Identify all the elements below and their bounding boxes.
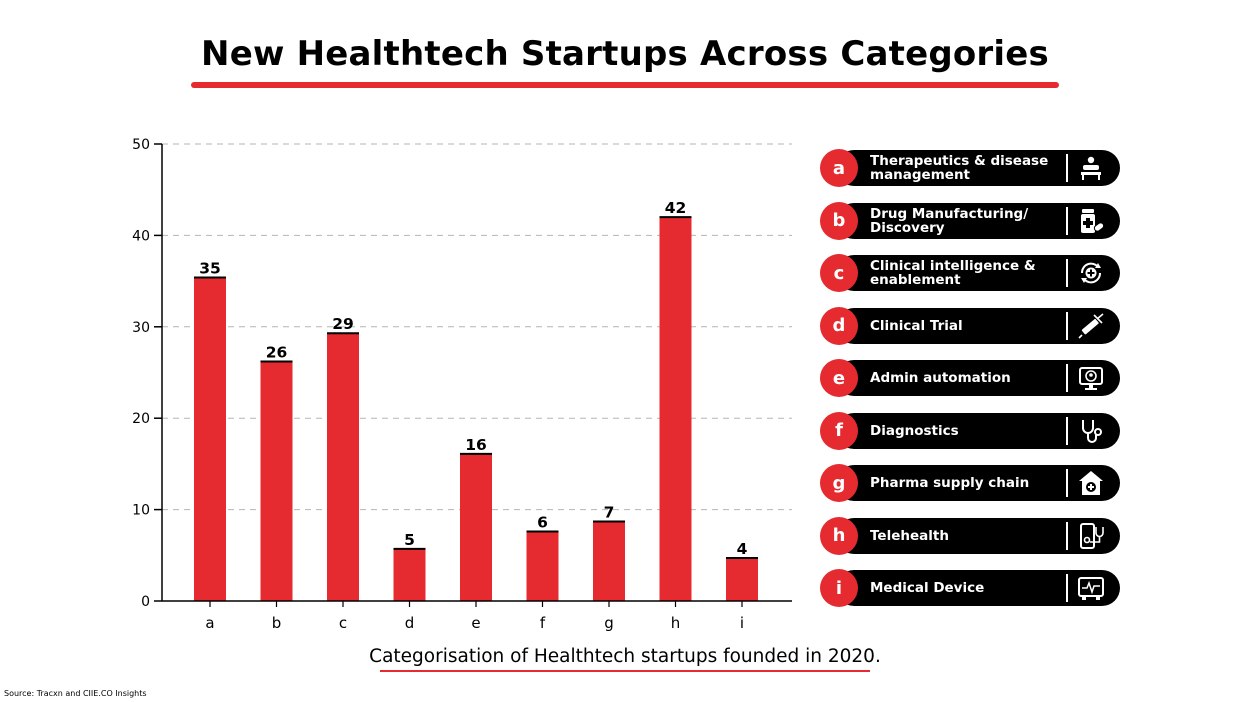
x-tick-label: h (671, 614, 681, 632)
bar-d (393, 548, 426, 601)
legend-separator (1066, 154, 1068, 182)
monitor-user-icon (1079, 367, 1103, 390)
source-note: Source: Tracxn and CIIE.CO Insights (4, 689, 147, 698)
legend-separator (1066, 469, 1068, 497)
x-tick-label: c (339, 614, 347, 632)
bar-chart: 35 26 29 5 16 6 7 42 4 0 10 20 30 40 50 a b c d e f g h i (132, 137, 792, 632)
legend-label: Clinical Trial (870, 317, 963, 334)
y-tick-label: 50 (132, 137, 150, 153)
legend-letter-badge: i (820, 569, 858, 607)
legend-item-d: d Clinical Trial (820, 306, 1120, 345)
legend-item-e: e Admin automation (820, 359, 1120, 397)
bar-value-label: 29 (332, 315, 354, 333)
legend-label: Clinical intelligence & enablement (870, 258, 1036, 288)
bar-value-label: 26 (266, 344, 288, 362)
y-tick-label: 10 (132, 503, 150, 519)
legend-item-c: c Clinical intelligence & enablement (820, 254, 1120, 292)
legend-letter-badge: h (820, 516, 858, 555)
legend-letter-badge: a (820, 149, 858, 187)
legend-label: Medical Device (870, 580, 985, 596)
legend-label: Pharma supply chain (870, 475, 1030, 491)
legend-item-h: h Telehealth (820, 516, 1120, 555)
legend-letter-badge: d (820, 306, 858, 345)
legend-separator (1066, 311, 1068, 340)
stethoscope-icon (1082, 419, 1102, 443)
legend-separator (1066, 574, 1068, 602)
bar-f (526, 531, 559, 601)
bar-g (593, 521, 625, 601)
legend-label: Telehealth (870, 527, 949, 544)
legend-letter-badge: f (820, 411, 858, 450)
legend-item-g: g Pharma supply chain (820, 464, 1120, 502)
legend-label: Drug Manufacturing/ Discovery (870, 205, 1029, 236)
legend-item-b: b Drug Manufacturing/ Discovery (820, 201, 1120, 240)
bar-i (726, 558, 758, 601)
bar-e (460, 453, 492, 601)
medical-cycle-icon (1080, 262, 1102, 284)
legend-label: Therapeutics & disease management (870, 153, 1049, 183)
x-tick-label: f (540, 614, 546, 632)
legend-separator (1066, 521, 1068, 550)
phone-stethoscope-icon (1080, 522, 1104, 549)
x-tick-label: b (272, 614, 282, 632)
title-underline (191, 82, 1059, 88)
bar-h (659, 217, 692, 601)
bar-value-label: 6 (537, 514, 548, 532)
legend-pill (836, 570, 1120, 606)
legend-separator (1066, 416, 1068, 445)
x-tick-label: g (604, 614, 614, 632)
y-tick-label: 0 (141, 594, 150, 610)
legend-pill (836, 202, 1120, 239)
bar-value-label: 5 (404, 531, 415, 549)
bar-value-label: 16 (465, 436, 487, 454)
y-tick-label: 30 (132, 320, 150, 336)
legend-pill (836, 150, 1120, 186)
legend-pill (836, 412, 1120, 449)
legend-letter-badge: c (820, 254, 858, 292)
legend-item-a: a Therapeutics & disease management (820, 149, 1120, 187)
legend-letter-badge: g (820, 464, 858, 502)
syringe-icon (1078, 312, 1104, 339)
x-tick-label: e (471, 614, 480, 632)
x-tick-label: i (740, 614, 744, 632)
legend-pill (836, 465, 1120, 501)
legend-letter-badge: e (820, 359, 858, 397)
legend-label: Diagnostics (870, 422, 959, 439)
bar-value-label: 4 (737, 540, 748, 558)
chart-caption: Categorisation of Healthtech startups fo… (369, 646, 881, 667)
legend-separator (1066, 259, 1068, 287)
caption-underline (380, 670, 870, 672)
legend-pill (836, 360, 1120, 396)
legend-item-i: i Medical Device (820, 569, 1120, 607)
legend-pill (836, 307, 1120, 344)
x-tick-label: a (205, 614, 214, 632)
legend-pill (836, 255, 1120, 291)
bar-c (327, 333, 359, 601)
ecg-monitor-icon (1078, 577, 1104, 600)
legend-letter-badge: b (820, 201, 858, 240)
legend-separator (1066, 364, 1068, 392)
legend-separator (1066, 206, 1068, 235)
pharmacy-house-icon (1079, 471, 1103, 495)
bar-a (194, 277, 226, 601)
y-tick-label: 20 (132, 411, 150, 427)
legend-label: Admin automation (870, 370, 1011, 386)
bar-value-label: 42 (665, 199, 687, 217)
x-tick-label: d (405, 614, 415, 632)
patient-care-icon (1081, 156, 1101, 180)
legend-item-f: f Diagnostics (820, 411, 1120, 450)
medicine-bottle-icon (1081, 208, 1105, 233)
chart-title: New Healthtech Startups Across Categorie… (201, 34, 1049, 74)
bar-value-label: 35 (199, 259, 221, 277)
legend-pill (836, 517, 1120, 554)
bar-b (260, 361, 293, 601)
legend: a Therapeutics & disease management b Drug … (820, 0, 1122, 702)
y-tick-label: 40 (132, 228, 150, 244)
bar-value-label: 7 (604, 503, 615, 521)
